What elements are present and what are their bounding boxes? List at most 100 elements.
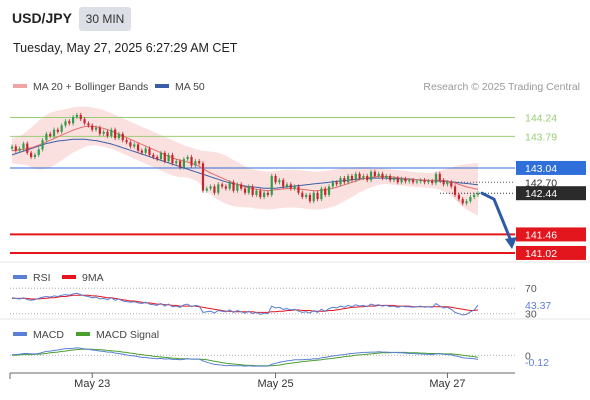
- candle-body: [335, 182, 338, 185]
- candle-body: [308, 194, 312, 202]
- forecast-arrow-head: [505, 236, 517, 249]
- rsi-legend: RSI 9MA: [13, 272, 104, 284]
- candle-body: [72, 117, 75, 124]
- candle-body: [87, 123, 90, 126]
- rsi-ma-line: [12, 294, 479, 313]
- symbol-title: USD/JPY: [12, 10, 72, 26]
- candle-body: [434, 173, 438, 184]
- candle-body: [140, 150, 143, 153]
- candle-body: [22, 143, 25, 149]
- candle-body: [129, 142, 132, 147]
- candle-body: [121, 133, 124, 141]
- candle-body: [262, 192, 266, 197]
- candle-body: [442, 180, 445, 185]
- level-label-141.02: 141.02: [525, 248, 557, 260]
- candle-body: [465, 201, 468, 204]
- candle-body: [285, 184, 289, 187]
- candle-body: [366, 175, 369, 181]
- rsi-line: [11, 292, 479, 316]
- candle-body: [29, 152, 33, 158]
- candle-body: [423, 180, 426, 183]
- candle-body: [49, 133, 52, 136]
- ma50-line: [11, 138, 479, 189]
- candle-body: [362, 175, 365, 179]
- candle-body: [106, 131, 109, 136]
- candle-body: [182, 159, 185, 168]
- candle-body: [389, 175, 392, 181]
- candle-body: [175, 161, 178, 164]
- macd-level-label-0: 0: [525, 350, 531, 362]
- candle-body: [243, 188, 247, 193]
- candle-body: [114, 129, 117, 139]
- candle-body: [350, 175, 354, 181]
- candle-body: [75, 114, 79, 118]
- level-tag-141.46: [516, 227, 586, 242]
- candle-body: [33, 154, 37, 158]
- candle-body: [64, 121, 67, 126]
- ma50-legend-label: MA 50: [175, 81, 205, 93]
- candle-body: [320, 188, 323, 200]
- candle-body: [274, 175, 277, 183]
- candle-body: [236, 184, 239, 191]
- candle-body: [217, 184, 220, 193]
- candle-body: [209, 186, 212, 189]
- candle-body: [312, 192, 315, 202]
- candle-body: [266, 192, 270, 195]
- level-tag-143.04: [516, 160, 586, 175]
- candle-body: [331, 182, 334, 187]
- candle-body: [469, 196, 472, 202]
- candle-body: [94, 127, 98, 130]
- candle-body: [404, 178, 407, 182]
- candle-body: [450, 182, 453, 187]
- candle-body: [213, 186, 216, 193]
- candle-body: [385, 175, 388, 179]
- watermark: Research © 2025 Trading Central: [423, 81, 580, 93]
- candle-body: [52, 129, 56, 136]
- candle-body: [427, 180, 430, 183]
- candle-body: [438, 173, 441, 181]
- candle-body: [156, 157, 159, 160]
- candle-body: [178, 161, 182, 168]
- candle-body: [293, 186, 296, 189]
- macd-current-label: -0.12: [525, 357, 549, 369]
- candle-body: [255, 190, 258, 195]
- candle-body: [297, 186, 300, 193]
- candle-body: [228, 182, 231, 189]
- candle-body: [194, 161, 197, 166]
- candle-body: [400, 178, 403, 183]
- candle-body: [327, 186, 331, 195]
- candle-body: [83, 119, 86, 124]
- candle-body: [45, 133, 48, 141]
- candle-body: [411, 180, 415, 183]
- candle-body: [251, 186, 254, 195]
- x-tick-label: May 27: [429, 378, 465, 390]
- candle-body: [167, 154, 170, 162]
- level-label-144.24: 144.24: [525, 112, 557, 124]
- candle-body: [232, 182, 235, 191]
- candle-body: [148, 148, 151, 155]
- candle-body: [431, 180, 434, 184]
- candle-body: [91, 125, 94, 130]
- candle-body: [102, 131, 105, 134]
- candle-body: [301, 192, 304, 197]
- candle-body: [171, 154, 174, 164]
- x-tick-label: May 25: [258, 378, 294, 390]
- candle-body: [220, 184, 224, 187]
- candle-body: [79, 114, 82, 120]
- candle-body: [419, 180, 422, 182]
- candle-body: [347, 175, 350, 183]
- macd-panel: 0-0.12: [10, 347, 549, 369]
- rsi-ma-legend-label: 9MA: [82, 272, 104, 284]
- candle-body: [316, 192, 319, 200]
- candle-body: [10, 146, 14, 149]
- x-axis: May 23 May 25 May 27: [9, 372, 515, 390]
- timeframe-badge[interactable]: 30 MIN: [79, 7, 131, 31]
- candle-body: [144, 148, 147, 153]
- rsi-current-label: 43.37: [525, 300, 551, 312]
- candle-body: [133, 144, 136, 147]
- rsi-legend-label: RSI: [33, 272, 51, 284]
- candle-body: [205, 188, 208, 191]
- candle-body: [163, 152, 166, 162]
- candle-body: [453, 186, 457, 195]
